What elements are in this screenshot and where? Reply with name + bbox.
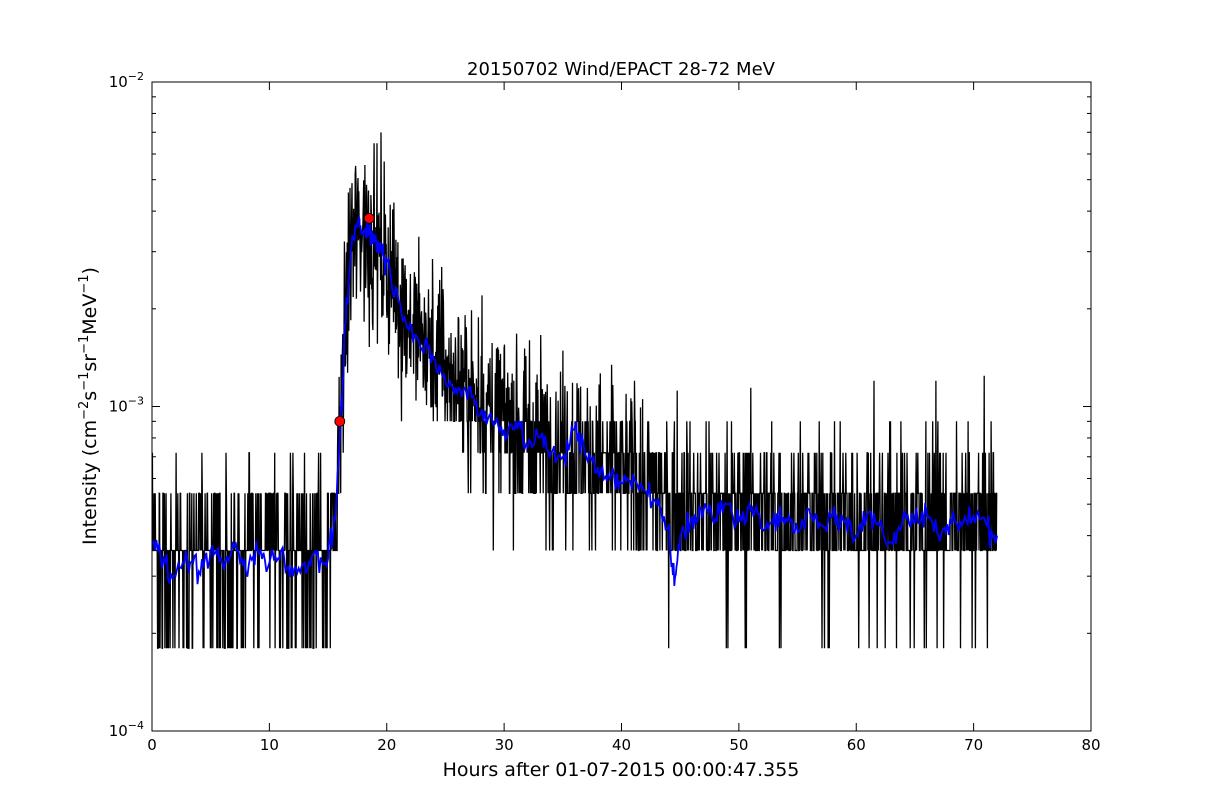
x-tick-label: 10 xyxy=(260,736,279,754)
raw-series xyxy=(152,132,998,649)
x-tick-label: 0 xyxy=(147,736,157,754)
y-tick-label: 10−3 xyxy=(109,395,144,416)
x-axis-label: Hours after 01-07-2015 00:00:47.355 xyxy=(443,759,800,781)
x-tick-label: 50 xyxy=(729,736,748,754)
peak-marker xyxy=(363,212,375,224)
x-tick-label: 70 xyxy=(964,736,983,754)
x-axis-ticks: 0 10 20 30 40 50 60 70 80 xyxy=(147,82,1101,754)
x-tick-label: 20 xyxy=(377,736,396,754)
onset-marker xyxy=(334,415,346,427)
chart-title: 20150702 Wind/EPACT 28-72 MeV xyxy=(467,59,776,80)
x-tick-label: 40 xyxy=(612,736,631,754)
y-tick-label: 10−4 xyxy=(109,719,144,740)
x-tick-label: 80 xyxy=(1081,736,1100,754)
y-tick-label: 10−2 xyxy=(109,70,144,91)
x-tick-label: 30 xyxy=(495,736,514,754)
smoothed-series xyxy=(152,216,998,586)
marker-series xyxy=(334,212,375,427)
x-tick-label: 60 xyxy=(847,736,866,754)
raw-intensity-line xyxy=(152,132,998,649)
smoothed-intensity-line xyxy=(152,216,998,586)
y-axis-ticks: 10−4 10−3 10−2 xyxy=(109,70,1091,740)
plot-area xyxy=(152,132,998,649)
y-axis-label: Intensity (cm−2s−1sr−1MeV−1) xyxy=(77,267,101,545)
